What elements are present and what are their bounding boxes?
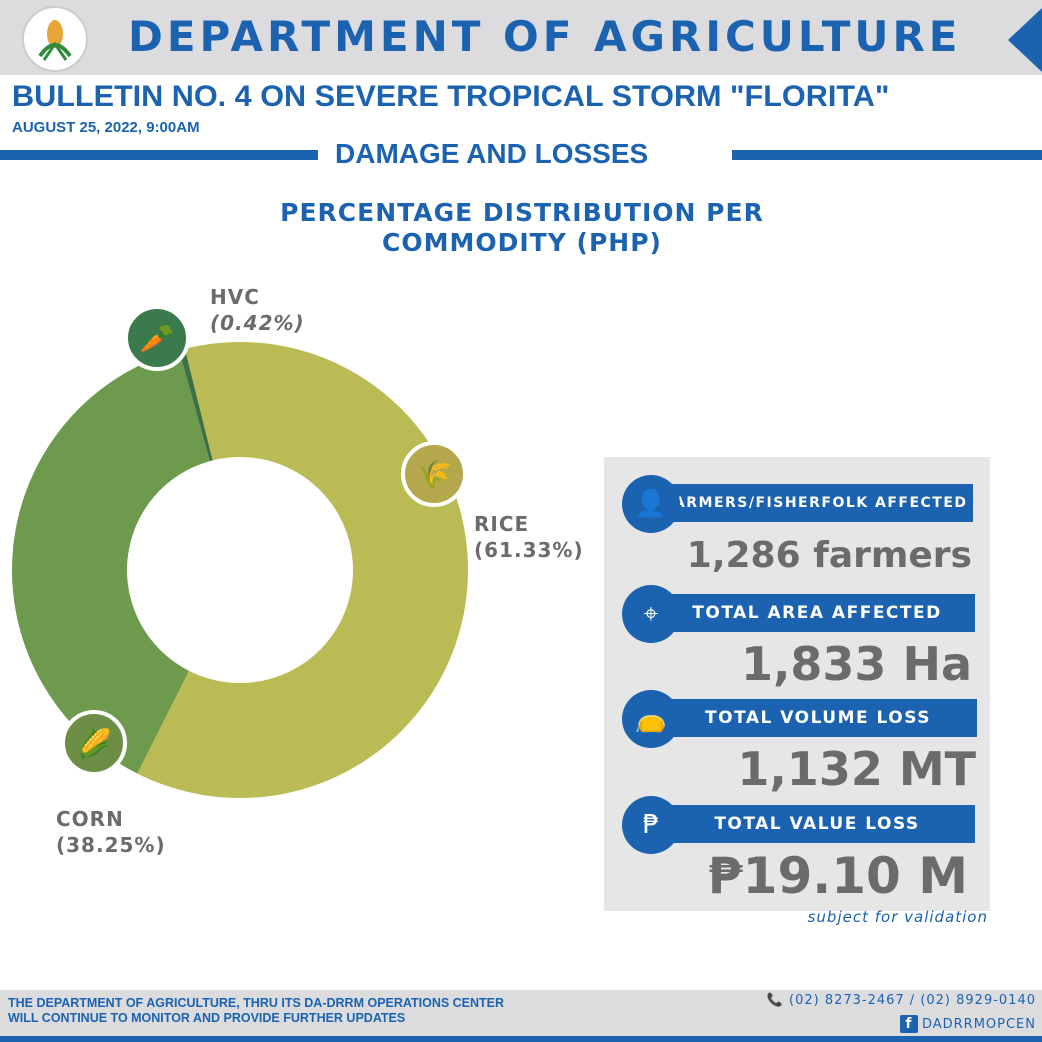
- stat-value-area: 1,833 Ha: [740, 637, 972, 691]
- label-rice-pct: (61.33%): [474, 538, 584, 562]
- label-corn: CORN (38.25%): [56, 806, 166, 858]
- bulletin-date: AUGUST 25, 2022, 9:00AM: [12, 119, 200, 136]
- stat-label-value: TOTAL VALUE LOSS: [659, 805, 975, 843]
- chart-title-line1: PERCENTAGE DISTRIBUTION PER: [280, 198, 764, 227]
- stat-value-volume: 1,132 MT: [737, 742, 976, 796]
- rice-icon-circle: 🌾: [401, 441, 467, 507]
- label-rice: RICE (61.33%): [474, 511, 584, 563]
- facebook-contact[interactable]: f DADRRMOPCEN: [899, 1015, 1036, 1033]
- da-logo: [22, 6, 88, 72]
- stat-label-area: TOTAL AREA AFFECTED: [659, 594, 975, 632]
- label-rice-name: RICE: [474, 512, 530, 536]
- facebook-handle[interactable]: DADRRMOPCEN: [921, 1016, 1036, 1032]
- bottom-bar: [0, 1036, 1042, 1042]
- donut-chart: [11, 342, 468, 798]
- donut-slice-corn: [11, 350, 210, 774]
- label-corn-name: CORN: [56, 807, 124, 831]
- donut-slice-rice: [137, 342, 468, 798]
- phone-numbers: (02) 8273-2467 / (02) 8929-0140: [789, 993, 1036, 1008]
- bulletin-title: BULLETIN NO. 4 ON SEVERE TROPICAL STORM …: [12, 80, 890, 113]
- map-pin-icon: ⌖: [622, 585, 680, 643]
- facebook-icon: f: [899, 1015, 918, 1033]
- stat-label-volume: TOTAL VOLUME LOSS: [659, 699, 977, 737]
- footer-message: THE DEPARTMENT OF AGRICULTURE, THRU ITS …: [8, 996, 504, 1026]
- label-hvc-name: HVC: [210, 285, 260, 309]
- stat-value-farmers: 1,286 farmers: [686, 535, 972, 576]
- header-band: [0, 0, 1042, 75]
- farmer-icon: 👤: [622, 475, 680, 533]
- page-title: DEPARTMENT OF AGRICULTURE: [128, 12, 962, 61]
- phone-icon: 📞: [766, 993, 784, 1008]
- footer-line2: WILL CONTINUE TO MONITOR AND PROVIDE FUR…: [8, 1011, 406, 1025]
- arrow-icon: [1008, 8, 1042, 72]
- stats-panel: FARMERS/FISHERFOLK AFFECTED 👤 1,286 farm…: [604, 457, 990, 911]
- stat-value-value: ₱19.10 M: [707, 847, 968, 905]
- divider: [732, 150, 1042, 160]
- phone-contact: 📞 (02) 8273-2467 / (02) 8929-0140: [767, 993, 1036, 1008]
- chart-title-line2: COMMODITY (PHP): [382, 228, 662, 257]
- hvc-icon-circle: 🥕: [124, 305, 190, 371]
- footer: [0, 990, 1042, 1036]
- footer-line1: THE DEPARTMENT OF AGRICULTURE, THRU ITS …: [8, 996, 505, 1010]
- label-hvc: HVC (0.42%): [210, 284, 305, 336]
- corn-icon-circle: 🌽: [61, 710, 127, 776]
- peso-icon: ₱: [622, 796, 680, 854]
- label-hvc-pct: (0.42%): [210, 311, 305, 335]
- stat-label-farmers: FARMERS/FISHERFOLK AFFECTED: [659, 484, 973, 522]
- corn-icon: 🌽: [76, 726, 112, 760]
- chart-title: PERCENTAGE DISTRIBUTION PER COMMODITY (P…: [0, 198, 1042, 258]
- wheat-icon: 🌾: [416, 457, 452, 491]
- vegetable-crate-icon: 🥕: [139, 321, 175, 355]
- grain-sack-icon: 👝: [622, 690, 680, 748]
- validation-note: subject for validation: [807, 908, 988, 926]
- divider: [0, 150, 318, 160]
- section-title: DAMAGE AND LOSSES: [335, 138, 649, 169]
- donut-slice-hvc: [179, 348, 213, 462]
- label-corn-pct: (38.25%): [56, 833, 166, 857]
